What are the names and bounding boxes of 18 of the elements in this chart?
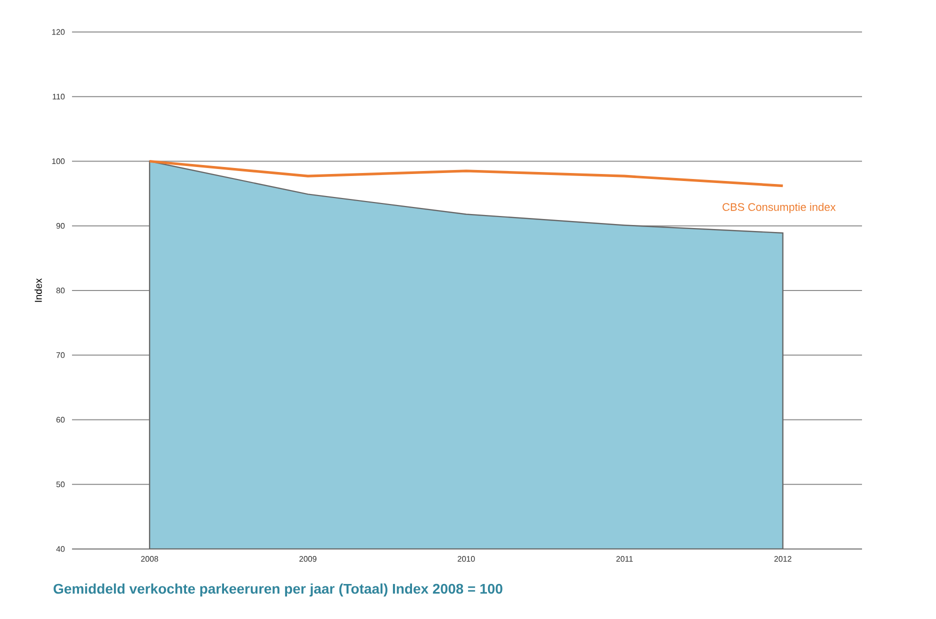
y-tick-label: 60 <box>56 416 65 423</box>
y-tick-label: 40 <box>56 546 65 552</box>
y-tick-label: 70 <box>56 352 65 358</box>
y-tick-label: 50 <box>56 482 65 488</box>
y-tick-label: 80 <box>56 288 65 294</box>
x-tick-label: 2010 <box>458 556 475 562</box>
y-axis-title: Index <box>34 278 42 302</box>
y-tick-label: 110 <box>52 94 65 100</box>
x-tick-label: 2009 <box>299 556 316 562</box>
x-tick-label: 2012 <box>774 556 792 562</box>
y-tick-label: 100 <box>52 158 65 164</box>
series-label: CBS Consumptie index <box>722 202 836 214</box>
x-tick-label: 2011 <box>616 556 633 562</box>
y-tick-label: 120 <box>52 29 65 35</box>
y-tick-label: 90 <box>56 223 65 229</box>
text: Gemiddeld verkochte parkeeruren per jaar (Totaal) Index 2008 = 100 <box>54 583 502 597</box>
x-tick-label: 2008 <box>141 556 158 562</box>
line-series <box>148 160 784 188</box>
